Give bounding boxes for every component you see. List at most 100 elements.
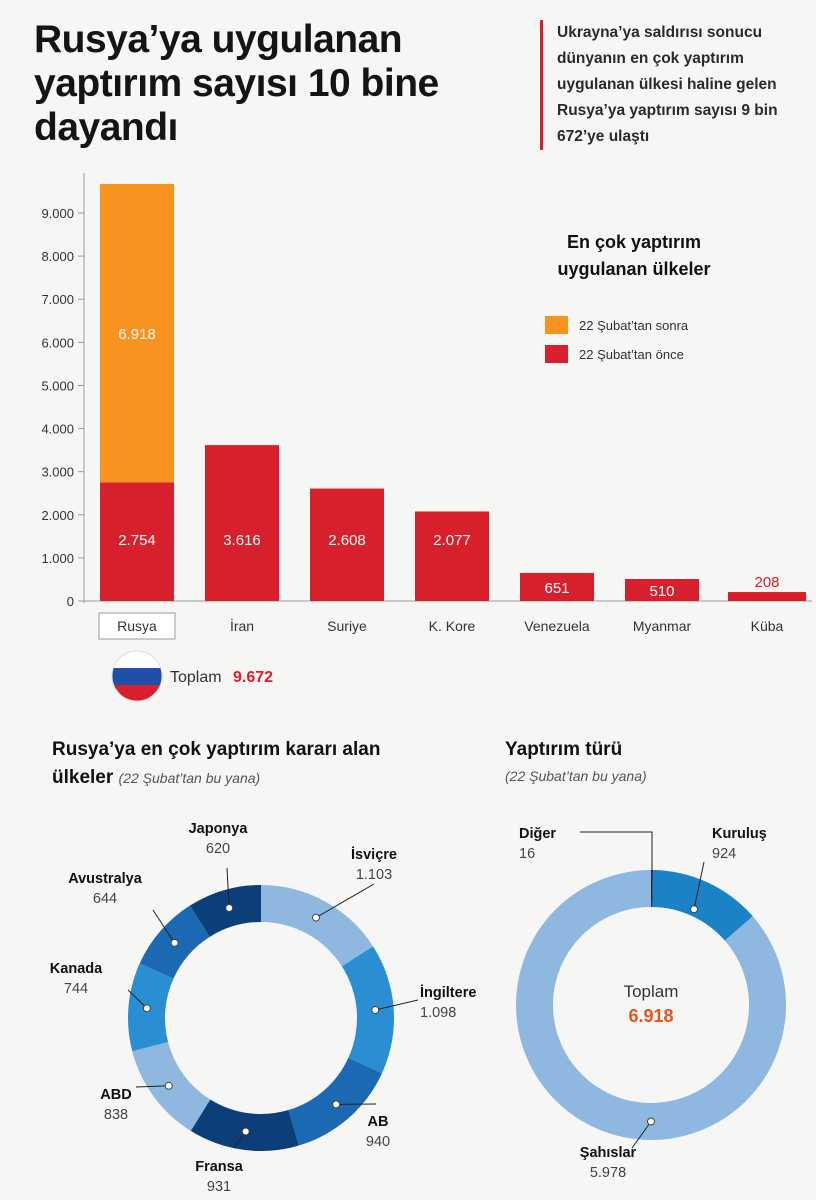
types-donut-title: Yaptırım türü	[505, 739, 623, 760]
slice-value: 620	[206, 841, 230, 857]
slice-label: ABD	[100, 1087, 131, 1103]
bar-before-0	[100, 482, 174, 601]
bar-after-label: 6.918	[118, 326, 156, 343]
donut-center-label: Toplam	[624, 982, 679, 1001]
slice-value: 838	[104, 1107, 128, 1123]
type-slice-1	[652, 870, 753, 941]
legend-title-line-1: En çok yaptırım	[567, 232, 701, 252]
legend-label: 22 Şubat’tan sonra	[579, 318, 689, 333]
slice-value: 1.103	[356, 867, 392, 883]
bar-before-label: 3.616	[223, 532, 261, 549]
flag-outline	[111, 650, 163, 702]
slice-label: İngiltere	[420, 984, 476, 1001]
leader-line	[631, 1121, 652, 1149]
x-tick-label: İran	[230, 617, 254, 634]
bar-before-label: 510	[649, 583, 674, 600]
x-tick-label: Suriye	[327, 618, 367, 634]
donut-slice-3	[190, 1099, 299, 1151]
flag-white-stripe	[112, 651, 162, 668]
bar-before-2	[310, 488, 384, 601]
y-tick-label: 0	[67, 594, 74, 609]
slice-label: AB	[368, 1114, 389, 1130]
leader-line	[152, 909, 175, 944]
bar-before-label: 651	[544, 580, 569, 597]
bar-after-0	[100, 184, 174, 483]
bar-before-1	[205, 445, 279, 601]
donut-slice-7	[190, 885, 261, 937]
slice-label: Şahıslar	[580, 1145, 637, 1161]
y-tick-label: 2.000	[41, 508, 74, 523]
legend-swatch	[545, 345, 568, 363]
leader-dot	[332, 1100, 341, 1109]
slice-value: 16	[519, 846, 535, 862]
headline: Rusya’ya uygulanan yaptırım sayısı 10 bi…	[34, 18, 439, 149]
leader-line	[226, 867, 230, 909]
y-tick-label: 3.000	[41, 465, 74, 480]
highlight-category-box	[98, 612, 176, 640]
russia-flag-icon	[112, 651, 162, 701]
countries-donut-title: Rusya’ya en çok yaptırım kararı alan ülk…	[52, 736, 392, 792]
bar-before-label: 2.077	[433, 532, 471, 549]
slice-label: Kanada	[50, 961, 103, 977]
x-tick-label: Rusya	[117, 618, 157, 634]
leader-line	[375, 999, 419, 1011]
bar-before-4	[520, 572, 594, 601]
legend-title-line-2: uygulanan ülkeler	[557, 259, 710, 279]
slice-label: Fransa	[195, 1159, 243, 1175]
slice-label: Japonya	[189, 821, 249, 837]
slice-label: Diğer	[519, 826, 556, 842]
donut-slice-0	[261, 885, 374, 967]
countries-donut-title-text: Rusya’ya en çok yaptırım kararı alan ülk…	[52, 739, 381, 788]
flag-blue-stripe	[112, 668, 162, 685]
leader-line	[135, 1085, 169, 1088]
slice-value: 931	[207, 1179, 231, 1195]
slice-value: 924	[712, 846, 736, 862]
total-value: 9.672	[233, 669, 273, 686]
y-tick-label: 9.000	[41, 206, 74, 221]
leader-line	[315, 883, 375, 918]
leader-dot	[311, 913, 320, 922]
x-tick-label: K. Kore	[429, 618, 476, 634]
slice-label: Kuruluş	[712, 826, 767, 842]
slice-label: Avustralya	[68, 871, 143, 887]
x-tick-label: Küba	[751, 618, 784, 634]
y-tick-label: 5.000	[41, 378, 74, 393]
y-tick-label: 4.000	[41, 422, 74, 437]
leader-dot	[241, 1127, 250, 1136]
slice-value: 940	[366, 1134, 390, 1150]
bar-chart: 0 1.000 2.000 3.000 4.000 5.000 6.000 7.000 8.00…	[41, 173, 812, 702]
bar-before-6	[728, 592, 806, 601]
leader-line	[693, 861, 705, 910]
bar-before-label: 2.608	[328, 532, 366, 549]
leader-dot	[164, 1081, 173, 1090]
y-tick-label: 6.000	[41, 335, 74, 350]
donut-center-value: 6.918	[628, 1006, 673, 1026]
y-tick-label: 8.000	[41, 249, 74, 264]
flag-red-stripe	[112, 685, 162, 701]
donut-slice-1	[341, 946, 395, 1074]
types-donut-subtitle: (22 Şubat’tan bu yana)	[505, 768, 647, 784]
slice-value: 744	[64, 981, 88, 997]
leader-line	[127, 989, 148, 1009]
x-tick-label: Venezuela	[524, 618, 590, 634]
slice-value: 1.098	[420, 1005, 456, 1021]
slice-value: 644	[93, 891, 117, 907]
leader-dot	[647, 1117, 655, 1126]
y-tick-label: 1.000	[41, 551, 74, 566]
bar-before-label: 2.754	[118, 532, 156, 549]
leader-dot	[690, 905, 699, 914]
x-tick-label: Myanmar	[633, 618, 692, 634]
bar-before-label: 208	[754, 574, 779, 591]
total-label: Toplam	[170, 669, 222, 686]
countries-donut-subtitle: (22 Şubat’tan bu yana)	[118, 770, 261, 786]
intro-text: Ukrayna’ya saldırısı sonucu dünyanın en …	[540, 20, 816, 150]
bar-before-3	[415, 511, 489, 601]
bar-before-5	[625, 579, 699, 601]
leader-dot	[371, 1005, 380, 1014]
y-tick-label: 7.000	[41, 292, 74, 307]
leader-dot	[170, 938, 179, 947]
leader-dot	[142, 1004, 151, 1013]
slice-label: İsviçre	[351, 846, 397, 863]
